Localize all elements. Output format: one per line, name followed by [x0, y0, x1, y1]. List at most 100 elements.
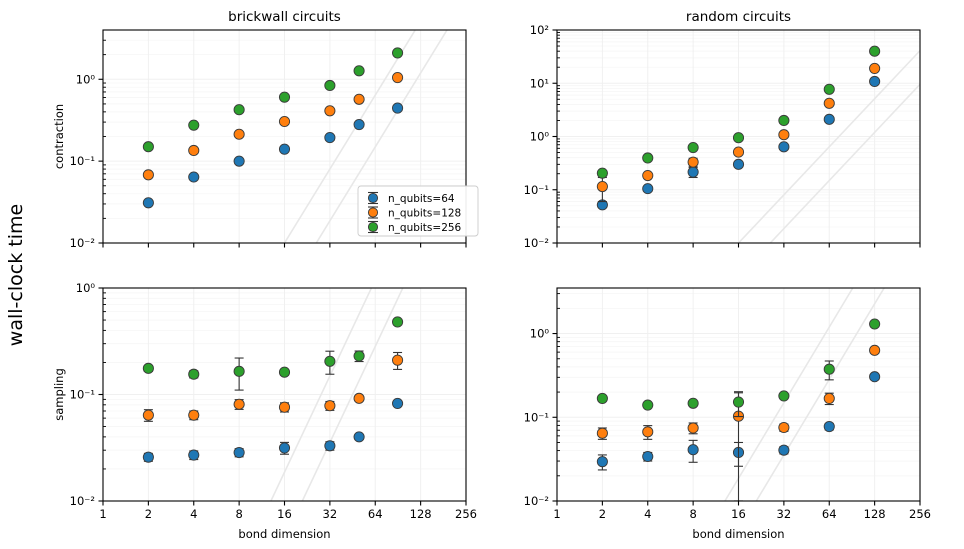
x-tick-label: 32 [323, 507, 338, 521]
series-n-qubits-128 [596, 62, 881, 203]
y-tick-label: 10⁻² [70, 494, 95, 508]
data-point [869, 62, 881, 74]
data-point [278, 442, 291, 454]
data-point [778, 421, 790, 434]
x-tick-label: 128 [864, 507, 886, 521]
y-tick-label: 10⁻¹ [70, 154, 95, 168]
x-tick-label: 64 [368, 507, 383, 521]
data-point [687, 397, 699, 409]
data-point [778, 390, 790, 402]
series-n-qubits-64 [596, 75, 881, 211]
data-point [188, 409, 200, 421]
series-n-qubits-256 [142, 47, 404, 153]
x-tick-label: 256 [909, 507, 931, 521]
data-point [596, 392, 608, 404]
data-point [353, 93, 365, 105]
y-tick-label: 10⁻¹ [524, 410, 549, 424]
data-point [324, 79, 336, 92]
data-point [732, 158, 745, 170]
data-point [823, 420, 835, 433]
data-point [353, 431, 365, 443]
guide-lines [270, 288, 404, 501]
series-n-qubits-64 [142, 397, 404, 463]
x-tick-label: 2 [599, 507, 606, 521]
data-point [142, 197, 154, 209]
data-point [324, 440, 336, 452]
data-layer [142, 316, 404, 463]
data-point [188, 119, 200, 131]
legend[interactable]: n_qubits=64 n_qubits=128 n_qubits=256 [357, 185, 479, 237]
series-n-qubits-256 [596, 45, 881, 179]
data-point [687, 422, 699, 434]
data-point [142, 451, 154, 463]
x-tick-label: 64 [822, 507, 837, 521]
series-n-qubits-64 [142, 102, 404, 209]
guide-lines [737, 49, 920, 243]
data-point [142, 362, 154, 374]
y-tick-label: 10⁻² [524, 236, 549, 250]
guide-line-1 [755, 288, 886, 501]
y-tick-label: 10² [530, 23, 549, 37]
data-point [642, 152, 654, 164]
series-n-qubits-128 [142, 72, 404, 181]
data-point [142, 141, 154, 153]
y-tick-label: 10⁰ [530, 327, 550, 341]
data-point [869, 45, 881, 57]
data-layer [142, 47, 404, 209]
data-point [353, 65, 365, 77]
data-point [324, 105, 336, 117]
data-point [392, 316, 404, 328]
series-n-qubits-64 [596, 371, 881, 471]
legend-marker [367, 221, 379, 233]
data-point [278, 401, 291, 413]
data-point [596, 427, 608, 439]
data-layer [596, 318, 881, 501]
data-point [188, 449, 200, 461]
guide-lines [723, 288, 886, 501]
guide-line-0 [283, 30, 417, 243]
series-n-qubits-128 [142, 351, 404, 422]
legend-label: n_qubits=256 [388, 222, 462, 234]
legend-label: n_qubits=128 [388, 208, 461, 220]
panel-title: brickwall circuits [228, 9, 341, 25]
legend-marker [367, 192, 379, 204]
data-point [188, 368, 200, 380]
legend-box [357, 185, 479, 237]
x-tick-label: 4 [644, 507, 651, 521]
data-point [142, 409, 154, 421]
legend-label: n_qubits=64 [388, 193, 455, 205]
data-point [278, 143, 291, 155]
data-point [778, 444, 790, 456]
data-point [278, 115, 291, 128]
y-tick-label: 10⁻¹ [70, 388, 95, 402]
data-point [823, 392, 835, 404]
data-point [392, 102, 404, 114]
data-point [392, 397, 404, 409]
data-point [869, 75, 881, 88]
data-point [869, 344, 881, 356]
data-point [823, 363, 835, 375]
data-point [188, 171, 200, 183]
y-axis-label: sampling [52, 368, 66, 421]
data-point [687, 444, 699, 456]
y-tick-label: 10⁻² [70, 236, 95, 250]
data-point [642, 426, 654, 438]
panel-top-right: 10⁻² 10⁻¹ 10⁰ 10¹ 10² random circuits [524, 9, 921, 250]
data-point [233, 104, 245, 116]
guide-lines [283, 30, 448, 243]
data-point [233, 398, 245, 410]
y-tick-label: 10⁻² [524, 494, 549, 508]
data-point [353, 118, 365, 131]
guide-line-1 [301, 288, 404, 501]
data-point [823, 113, 835, 125]
guide-line-0 [270, 288, 373, 501]
legend-marker [367, 207, 379, 218]
data-point [823, 83, 835, 95]
data-point [324, 400, 336, 412]
figure-supylabel: wall-clock time [5, 204, 27, 346]
x-tick-label: 16 [277, 507, 292, 521]
x-tick-label: 16 [731, 507, 746, 521]
data-point [869, 371, 881, 383]
